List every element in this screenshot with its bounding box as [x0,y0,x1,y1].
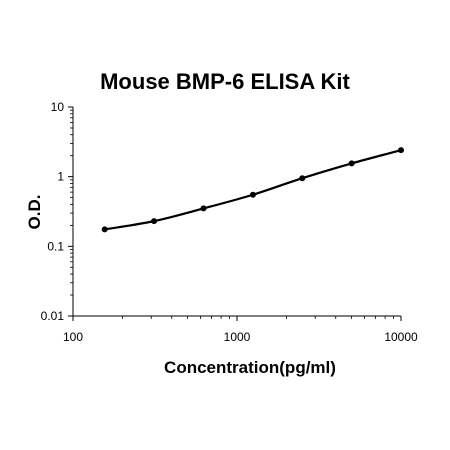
x-tick-label: 10000 [384,330,418,344]
x-tick-label: 1000 [224,330,251,344]
y-tick-label: 0.1 [47,239,64,253]
data-point [398,147,404,154]
data-point [348,160,355,167]
x-tick-label: 100 [63,330,83,344]
data-points [101,147,404,233]
y-tick-label: 1 [57,170,64,184]
data-point [249,191,256,198]
y-axis-title: O.D. [25,195,44,230]
tick-marks [68,106,402,321]
data-point [200,205,207,212]
chart-title: Mouse BMP-6 ELISA Kit [100,69,350,94]
data-point [101,226,108,233]
data-point [299,175,306,182]
y-tick-label: 0.01 [41,309,65,323]
x-axis-title: Concentration(pg/ml) [164,358,336,377]
y-tick-label: 10 [51,100,65,114]
tick-labels: 10 1 0.1 0.01 100 1000 10000 [41,100,418,344]
data-point [151,218,158,225]
